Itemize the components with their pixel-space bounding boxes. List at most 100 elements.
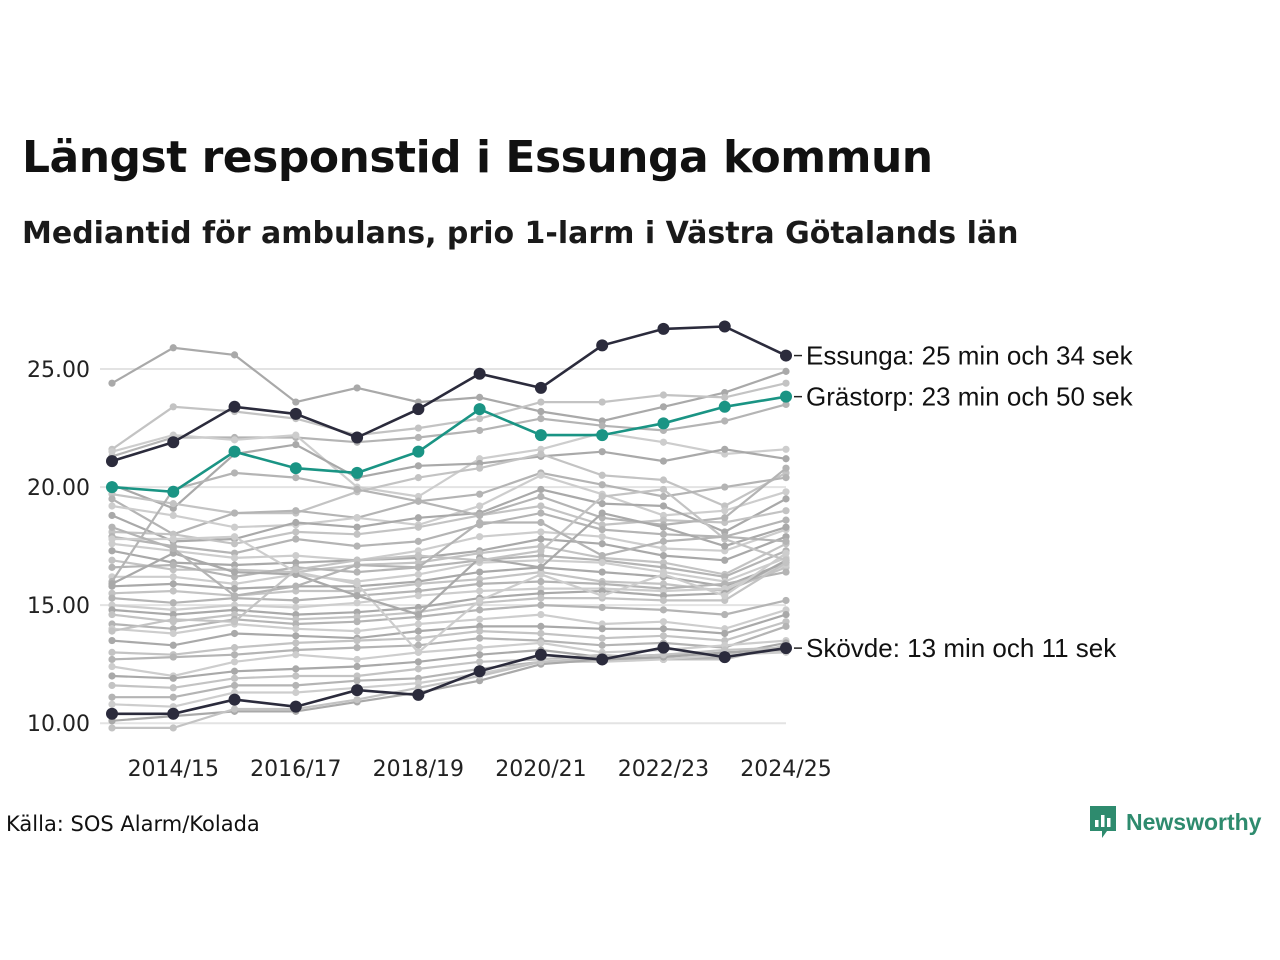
y-tick-label: 15.00 xyxy=(27,594,90,619)
data-point xyxy=(721,592,729,600)
series-line xyxy=(111,403,787,458)
data-point xyxy=(106,455,118,468)
data-point xyxy=(414,620,422,628)
data-point xyxy=(108,511,116,520)
data-point xyxy=(782,610,790,619)
data-point xyxy=(598,568,606,576)
background-series xyxy=(108,344,790,732)
data-point xyxy=(414,658,422,666)
series-line xyxy=(111,325,787,463)
data-point xyxy=(659,570,668,579)
data-point xyxy=(659,530,668,538)
data-point xyxy=(537,563,545,571)
data-point xyxy=(598,625,606,633)
highlight-series xyxy=(106,320,792,720)
brand-name: Newsworthy xyxy=(1126,808,1262,835)
data-point xyxy=(414,514,422,522)
series-line xyxy=(111,608,787,635)
data-point xyxy=(782,523,790,531)
series-line xyxy=(111,346,787,423)
data-point xyxy=(108,655,116,664)
data-point xyxy=(414,537,422,545)
data-point xyxy=(414,523,422,531)
data-point xyxy=(782,549,790,557)
data-point xyxy=(659,632,668,640)
data-point xyxy=(476,490,484,498)
data-point xyxy=(230,540,239,548)
data-point xyxy=(230,533,239,541)
data-point xyxy=(782,400,790,409)
data-point xyxy=(659,457,668,465)
data-point xyxy=(598,603,606,612)
y-tick-label: 20.00 xyxy=(27,476,90,501)
data-point xyxy=(721,483,729,491)
data-point xyxy=(598,398,606,406)
data-point xyxy=(721,393,729,401)
data-point xyxy=(292,639,300,647)
data-point xyxy=(782,474,790,482)
data-point xyxy=(353,599,361,607)
data-point xyxy=(351,684,364,697)
data-point xyxy=(476,606,484,614)
data-point xyxy=(289,407,302,420)
data-point xyxy=(476,511,484,520)
data-point xyxy=(228,400,241,413)
data-point xyxy=(292,681,300,690)
data-point xyxy=(292,688,300,697)
data-point xyxy=(230,644,239,652)
data-point xyxy=(292,474,300,482)
data-point xyxy=(230,585,239,593)
series-line xyxy=(111,443,787,510)
data-point xyxy=(169,674,177,682)
data-point xyxy=(659,606,668,614)
series-line xyxy=(111,488,787,633)
data-point xyxy=(537,407,545,416)
data-point xyxy=(292,665,300,673)
data-point xyxy=(292,398,300,406)
data-point xyxy=(721,514,729,522)
data-point xyxy=(476,644,484,652)
data-point xyxy=(414,497,422,505)
data-point xyxy=(473,367,486,380)
data-point xyxy=(414,634,422,642)
axis-labels: 10.00 15.00 20.00 25.00 2014/15 2016/17 2018/1… xyxy=(27,358,832,782)
series-line xyxy=(111,471,787,536)
data-point xyxy=(476,634,484,642)
data-point xyxy=(292,566,300,574)
series-line xyxy=(111,488,787,543)
data-point xyxy=(230,629,239,638)
data-point xyxy=(476,658,484,666)
series-labels: Essunga: 25 min och 34 sek Grästorp: 23 m… xyxy=(794,341,1134,663)
background-series-line xyxy=(108,518,790,600)
data-point xyxy=(169,511,177,520)
data-point xyxy=(657,417,670,430)
data-point xyxy=(108,724,116,732)
data-point xyxy=(353,580,361,588)
series-line xyxy=(111,452,787,515)
data-point xyxy=(106,481,118,494)
background-series-line xyxy=(108,469,790,538)
brand-logo: Newsworthy xyxy=(1088,804,1261,840)
background-series-line xyxy=(108,440,790,512)
data-point xyxy=(169,693,177,701)
data-point xyxy=(659,596,668,605)
data-point xyxy=(292,596,300,605)
data-point xyxy=(353,384,361,392)
data-point xyxy=(476,426,484,435)
data-point xyxy=(721,629,729,638)
data-point xyxy=(782,445,790,453)
series-line xyxy=(111,561,787,623)
data-point xyxy=(537,502,545,510)
data-point xyxy=(169,653,177,661)
series-essunga xyxy=(106,320,792,468)
data-point xyxy=(292,582,300,590)
series-line xyxy=(111,504,787,545)
data-point xyxy=(659,544,668,553)
data-point xyxy=(230,681,239,690)
series-line xyxy=(111,648,787,722)
data-point xyxy=(169,403,177,411)
data-point xyxy=(414,474,422,482)
data-point xyxy=(412,403,425,416)
data-point xyxy=(169,573,177,581)
data-point xyxy=(721,542,729,550)
